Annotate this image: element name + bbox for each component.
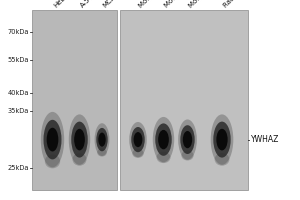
Ellipse shape: [132, 149, 144, 158]
Bar: [32, 10, 117, 190]
Ellipse shape: [47, 128, 58, 151]
Ellipse shape: [216, 129, 228, 150]
Ellipse shape: [94, 123, 110, 156]
Ellipse shape: [129, 122, 147, 157]
Ellipse shape: [214, 153, 230, 166]
Ellipse shape: [44, 120, 62, 159]
Ellipse shape: [96, 128, 108, 151]
Text: Rat brain: Rat brain: [222, 0, 249, 9]
Text: Mouse lung: Mouse lung: [188, 0, 220, 9]
Text: Mouse kidney: Mouse kidney: [138, 0, 176, 9]
Text: 35kDa: 35kDa: [8, 108, 29, 114]
Ellipse shape: [182, 150, 194, 160]
Text: 70kDa: 70kDa: [8, 29, 29, 35]
Ellipse shape: [134, 132, 142, 147]
Text: 25kDa: 25kDa: [8, 165, 29, 171]
Ellipse shape: [211, 114, 233, 165]
Ellipse shape: [213, 122, 231, 158]
Text: 55kDa: 55kDa: [8, 57, 29, 63]
Ellipse shape: [157, 152, 170, 163]
Ellipse shape: [73, 153, 86, 166]
Text: A-549: A-549: [80, 0, 98, 9]
Ellipse shape: [69, 114, 90, 165]
Ellipse shape: [71, 122, 88, 158]
Ellipse shape: [45, 154, 60, 168]
Ellipse shape: [180, 125, 195, 154]
Ellipse shape: [97, 148, 107, 157]
Text: YWHAZ: YWHAZ: [250, 135, 279, 144]
Ellipse shape: [155, 123, 172, 156]
Text: 40kDa: 40kDa: [8, 90, 29, 96]
Text: HeLa: HeLa: [52, 0, 69, 9]
Ellipse shape: [41, 112, 64, 167]
Ellipse shape: [158, 130, 169, 149]
Text: Mouse brain: Mouse brain: [164, 0, 198, 9]
Ellipse shape: [131, 127, 145, 152]
Text: MCF7: MCF7: [102, 0, 120, 9]
Ellipse shape: [98, 133, 106, 147]
Bar: [120, 10, 248, 190]
Ellipse shape: [153, 117, 174, 162]
Ellipse shape: [183, 131, 192, 148]
Ellipse shape: [178, 119, 197, 160]
Ellipse shape: [74, 129, 85, 150]
